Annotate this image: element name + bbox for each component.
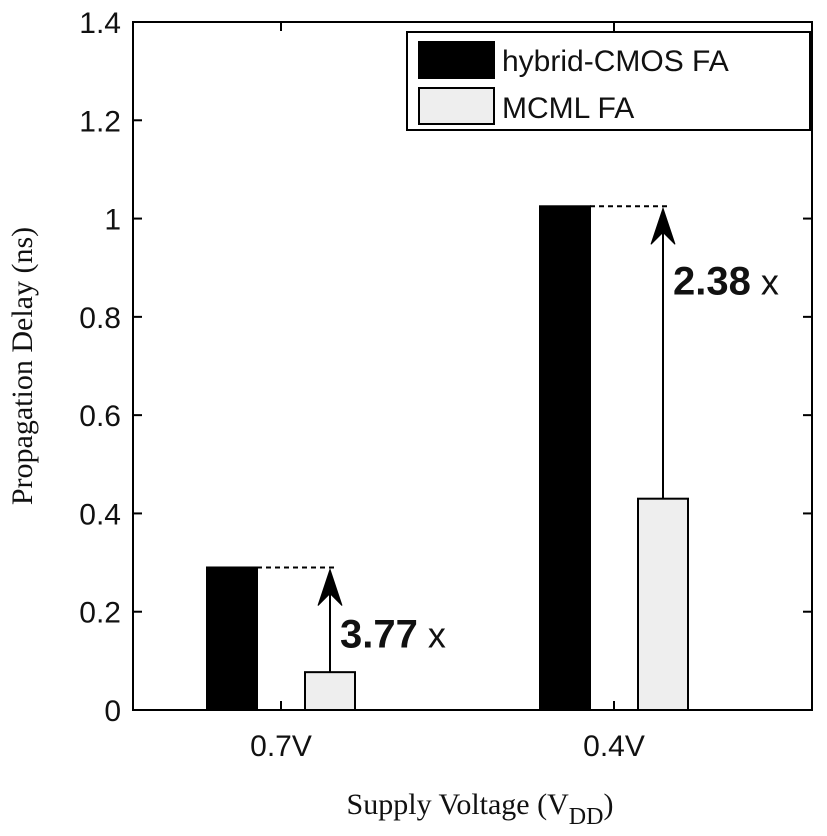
ratio-arrow-head bbox=[650, 206, 676, 245]
ratio-annotation: 3.77 x bbox=[340, 612, 446, 656]
bar-hybrid-cmos-1 bbox=[539, 205, 591, 712]
bars bbox=[206, 205, 689, 712]
x-tick-label: 0.7V bbox=[250, 730, 312, 763]
legend-label-mcml: MCML FA bbox=[502, 92, 634, 125]
ratio-arrow-head bbox=[317, 567, 343, 606]
ratio-unit: x bbox=[428, 614, 446, 655]
x-tick-label: 0.4V bbox=[583, 730, 645, 763]
x-ticks: 0.7V 0.4V bbox=[250, 22, 645, 763]
x-axis-title: Supply Voltage (VDD) bbox=[347, 788, 614, 830]
legend: hybrid-CMOS FA MCML FA bbox=[406, 31, 811, 131]
x-axis-title-subscript: DD bbox=[569, 804, 604, 830]
y-tick-label: 0.6 bbox=[79, 400, 121, 433]
ratio-value: 2.38 bbox=[673, 259, 751, 303]
y-tick-label: 0.8 bbox=[79, 302, 121, 335]
ratio-unit: x bbox=[761, 261, 779, 302]
legend-swatch-mcml bbox=[418, 87, 495, 125]
y-tick-label: 0.2 bbox=[79, 597, 121, 630]
bar-mcml-0 bbox=[304, 671, 356, 711]
x-axis-title-main: Supply Voltage (V bbox=[347, 788, 570, 821]
y-ticks: 0 0.2 0.4 0.6 0.8 1 1.2 1.4 bbox=[79, 7, 812, 728]
y-tick-label: 0 bbox=[104, 695, 121, 728]
annotations: 3.77 x2.38 x bbox=[257, 205, 779, 673]
y-tick-label: 1.4 bbox=[79, 7, 121, 40]
legend-label-hybrid-cmos: hybrid-CMOS FA bbox=[502, 45, 729, 78]
ratio-value: 3.77 bbox=[340, 612, 418, 656]
y-axis-title: Propagation Delay (ns) bbox=[6, 227, 39, 505]
y-tick-label: 1 bbox=[104, 204, 121, 237]
ratio-annotation: 2.38 x bbox=[673, 259, 779, 303]
y-tick-label: 0.4 bbox=[79, 498, 121, 531]
legend-swatch-hybrid-cmos bbox=[418, 41, 495, 79]
bar-mcml-1 bbox=[637, 497, 689, 711]
y-tick-label: 1.2 bbox=[79, 105, 121, 138]
x-axis-title-close: ) bbox=[603, 788, 613, 821]
bar-hybrid-cmos-0 bbox=[206, 566, 258, 711]
